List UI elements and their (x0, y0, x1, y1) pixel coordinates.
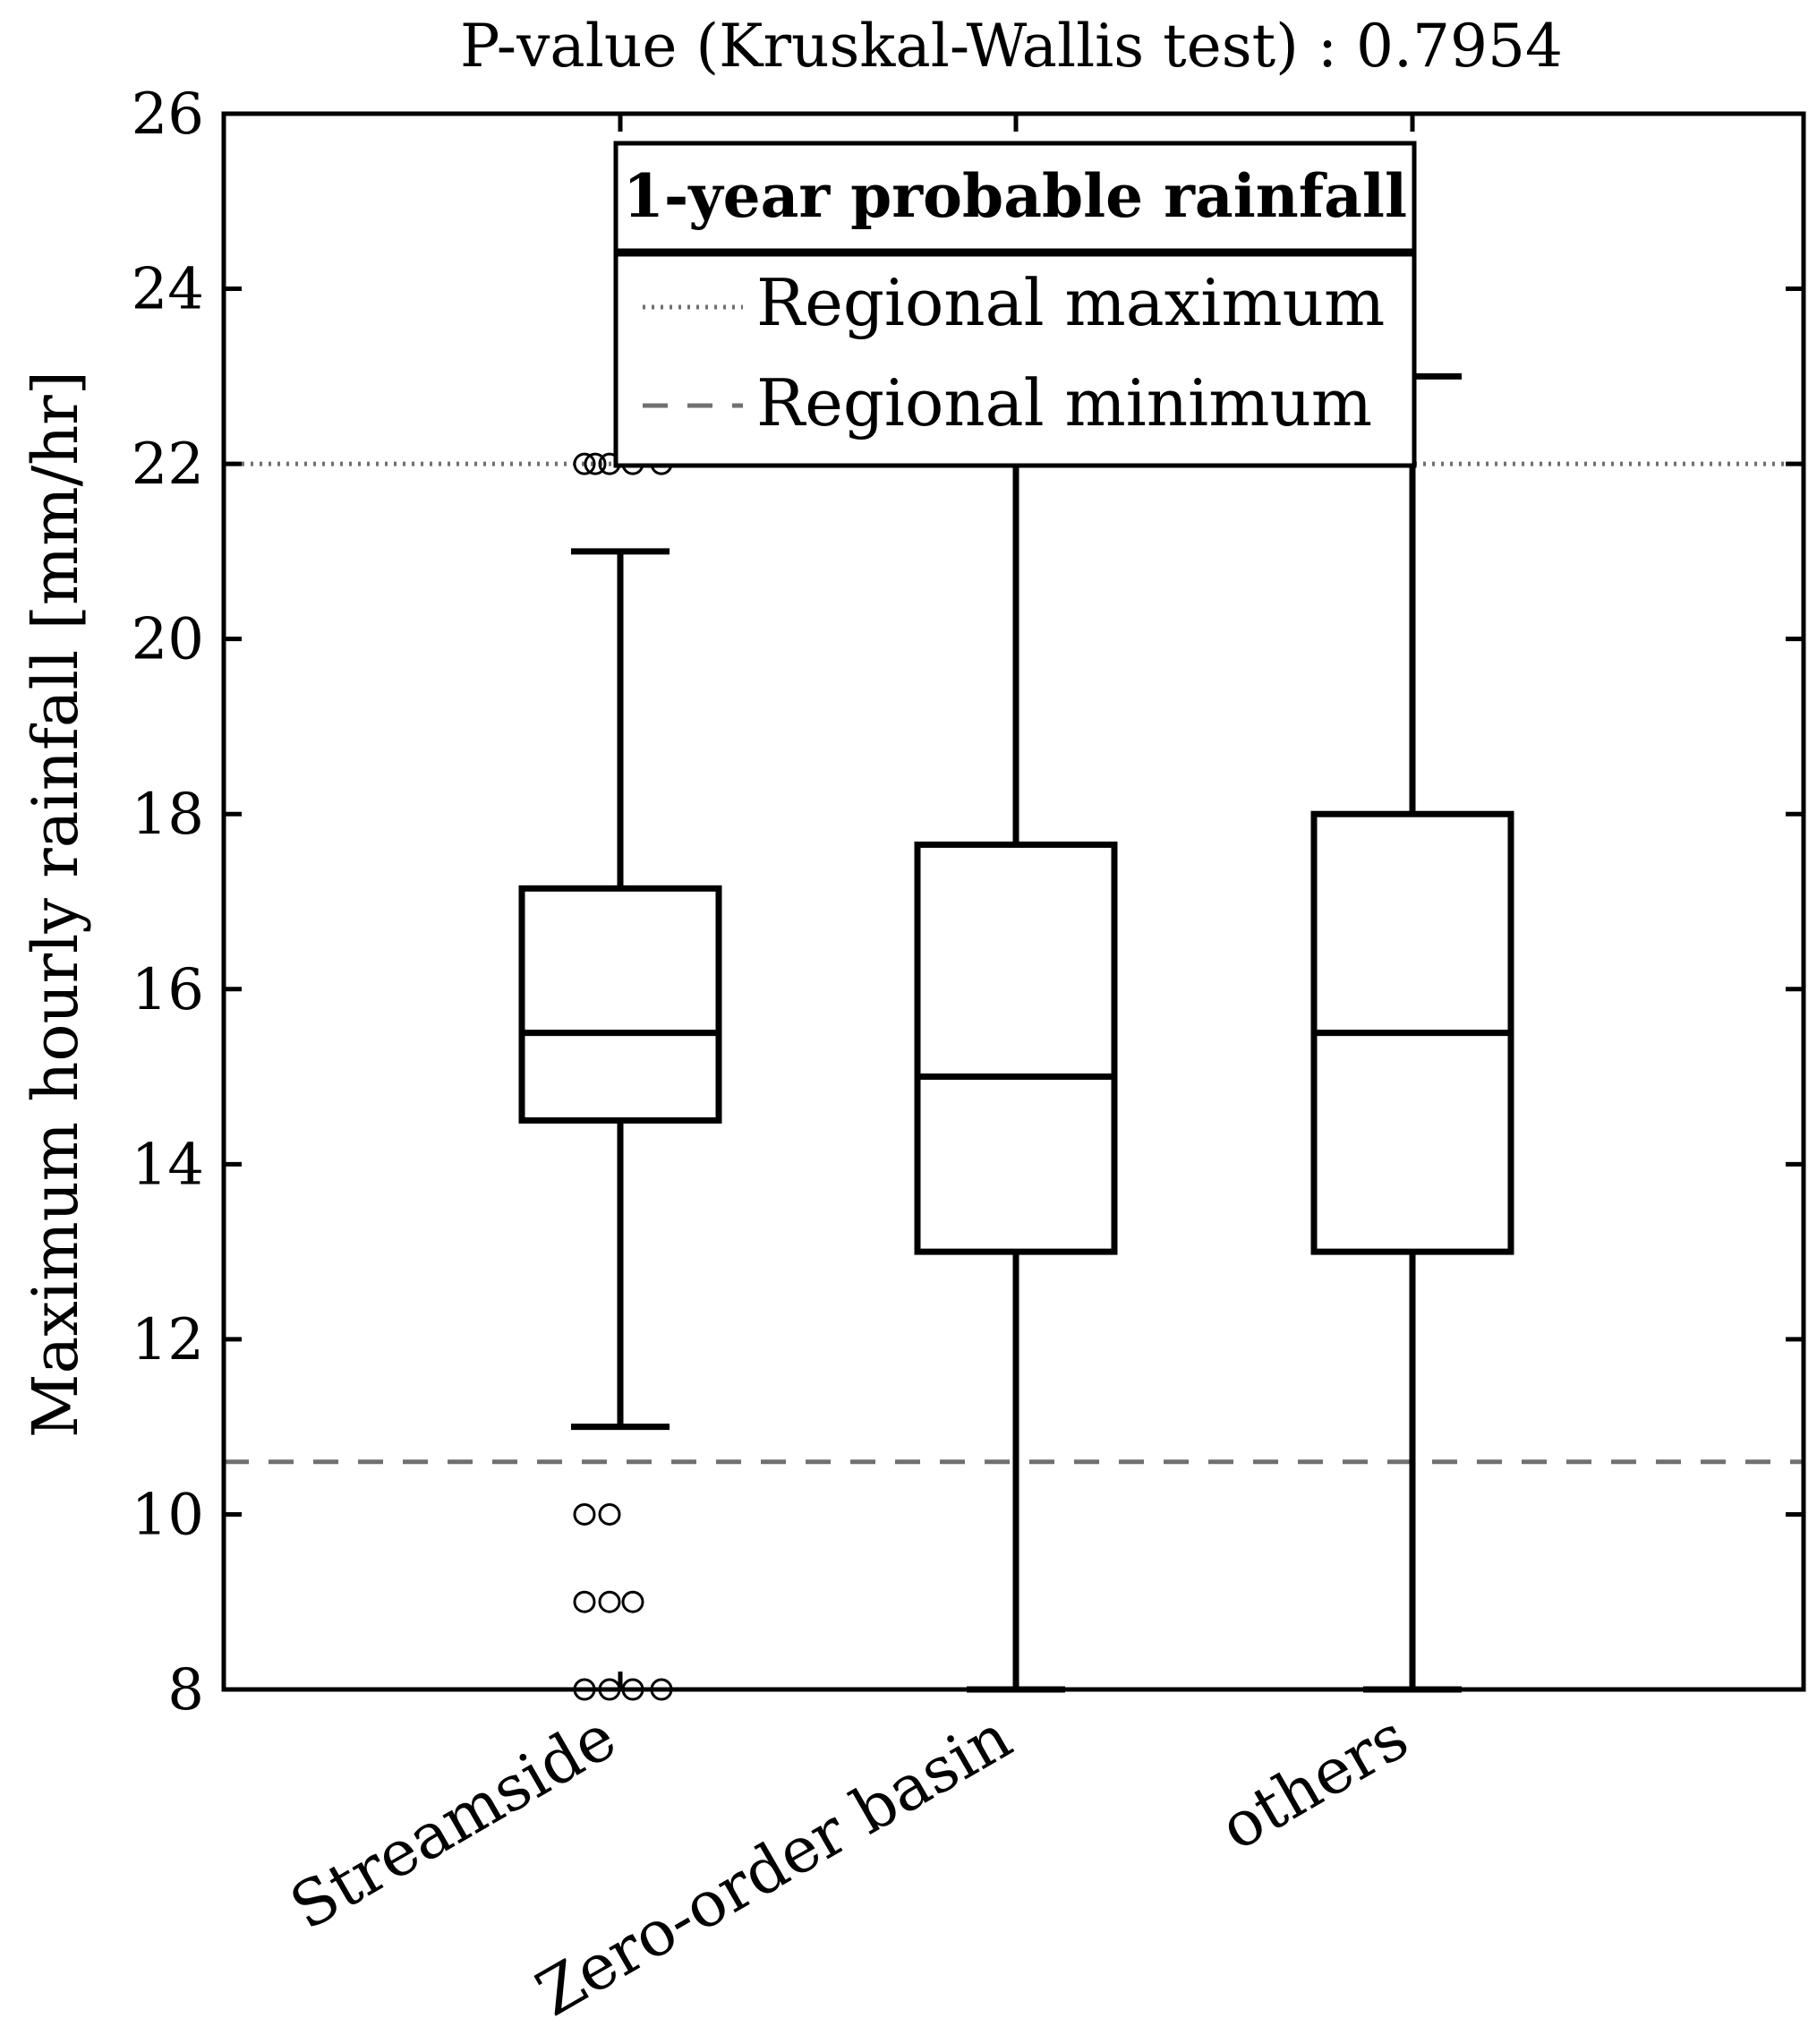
outlier-point-streamside (598, 1502, 621, 1526)
y-axis-label: Maximum hourly rainfall [mm/hr] (19, 371, 92, 1438)
box-series (518, 372, 1514, 1701)
chart-title: P-value (Kruskal-Wallis test) : 0.7954 (460, 12, 1563, 81)
legend-title-box (613, 141, 1417, 253)
outlier-point-streamside (584, 452, 607, 475)
y-axis-ticks: 8 10 12 14 16 18 20 22 24 26 (132, 81, 1804, 1723)
y-tick-label: 26 (132, 81, 204, 148)
y-tick-label: 16 (132, 957, 204, 1023)
legend-label-regional-minimum: Regional minimum (756, 365, 1372, 440)
y-tick-label: 8 (167, 1657, 204, 1723)
y-tick-label: 22 (132, 432, 204, 498)
x-category-label: others (1208, 1700, 1420, 1865)
outlier-point-streamside (598, 1590, 621, 1613)
iqr-box-streamside (518, 885, 722, 1124)
outlier-point-streamside (573, 1502, 596, 1526)
iqr-box-zero-order-basin (914, 841, 1118, 1255)
legend-label-regional-maximum: Regional maximum (756, 265, 1385, 340)
y-tick-label: 20 (132, 607, 204, 673)
x-category-label: Streamside (278, 1700, 628, 1945)
y-tick-label: 18 (132, 782, 204, 848)
outlier-point-streamside (621, 1590, 644, 1613)
box-zero-order-basin (914, 460, 1118, 1693)
box-others (1310, 372, 1514, 1693)
y-tick-label: 12 (132, 1307, 204, 1373)
box-streamside (518, 452, 722, 1701)
outlier-point-streamside (573, 452, 596, 475)
legend-entries-box (613, 252, 1417, 468)
legend: 1-year probable rainfall Regional maximu… (613, 141, 1417, 468)
y-tick-label: 14 (132, 1132, 204, 1198)
y-tick-label: 24 (132, 257, 204, 323)
legend-title: 1-year probable rainfall (623, 161, 1407, 231)
outlier-point-streamside (573, 1590, 596, 1613)
y-tick-label: 10 (132, 1482, 204, 1548)
